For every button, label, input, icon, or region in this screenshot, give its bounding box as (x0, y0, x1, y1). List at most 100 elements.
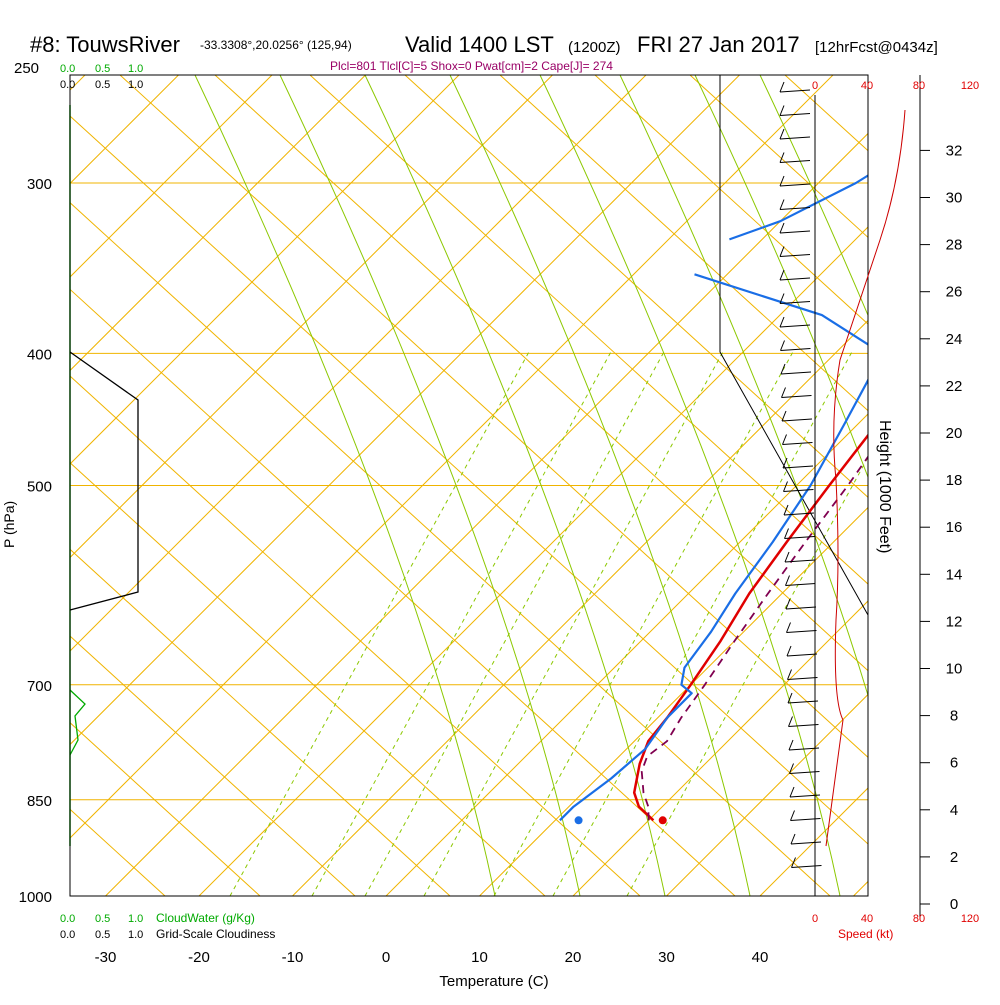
height-tick-label: 22 (946, 378, 963, 395)
speed-tick-top-3: 120 (961, 80, 979, 92)
y-tick-label: 1000 (19, 889, 52, 906)
station-coords: -33.3308°,20.0256° (125,94) (200, 38, 352, 52)
height-tick-label: 2 (950, 849, 958, 866)
wind-barb-flag (780, 317, 784, 327)
wind-barb-staff (781, 372, 811, 374)
x-axis-label: Temperature (C) (439, 973, 548, 990)
forecast-info: [12hrFcst@0434z] (815, 39, 938, 56)
height-tick-label: 14 (946, 566, 963, 583)
wind-barb-flag (780, 82, 784, 92)
isotherm-50 (854, 75, 1000, 896)
cloudiness-tick-bot-0: 0.0 (60, 929, 75, 941)
surface-dewpoint-marker (575, 816, 583, 824)
wind-barb-staff (792, 866, 822, 868)
wind-barb-flag (790, 764, 794, 774)
height-tick-label: 8 (950, 708, 958, 725)
wind-barb-flag (786, 599, 790, 609)
height-tick-label: 20 (946, 425, 963, 442)
wind-barb-flag (786, 576, 790, 586)
wind-barb-flag (789, 717, 793, 727)
cloudiness-label: Grid-Scale Cloudiness (156, 927, 275, 941)
height-tick-label: 16 (946, 519, 963, 536)
wind-barb-staff (782, 396, 812, 398)
height-tick-label: 26 (946, 284, 963, 301)
wind-barb-staff (780, 325, 810, 327)
wind-barb-staff (791, 819, 821, 821)
thermo-grid (0, 75, 1000, 896)
speed-label: Speed (kt) (838, 927, 893, 941)
wind-barb-flag (784, 482, 788, 492)
height-tick-label: 4 (950, 802, 958, 819)
speed-tick-bot-0: 0 (812, 913, 818, 925)
wind-barb-flag (787, 646, 791, 656)
wind-barb-flag (791, 811, 795, 821)
cloudwater-trace (70, 690, 85, 755)
y-tick-label: 850 (27, 793, 52, 810)
surface-temperature-marker (659, 816, 667, 824)
x-tick-label: -20 (188, 949, 210, 966)
wind-barb-flag (781, 364, 785, 374)
wind-barb-staff (787, 631, 817, 633)
profile-parcel (642, 382, 914, 820)
wind-barb-flag (780, 106, 784, 116)
x-tick-label: -10 (282, 949, 304, 966)
mixing-ratio-2 (365, 350, 665, 896)
x-tick-label: 30 (658, 949, 675, 966)
wind-barb-staff (780, 184, 810, 186)
cloudwater-tick-top-2: 1.0 (128, 63, 143, 75)
height-tick-label: 28 (946, 237, 963, 254)
y-tick-label: 500 (27, 479, 52, 496)
y-tick-label: 300 (27, 176, 52, 193)
wind-barb-flag (785, 529, 789, 539)
cloudwater-tick-bot-1: 0.5 (95, 913, 110, 925)
profile-dewpoint_upper (729, 103, 978, 240)
dry-adiabat-19 (975, 75, 1000, 896)
wind-barb-staff (786, 607, 816, 609)
wind-barb-flag (783, 435, 787, 445)
cloudwater-tick-top-0: 0.0 (60, 63, 75, 75)
wind-barb-staff (786, 584, 816, 586)
height-tick-label: 30 (946, 190, 963, 207)
wind-barb-staff (787, 654, 817, 656)
sounding-profiles (560, 103, 1000, 824)
mixing-ratio-0 (230, 350, 530, 896)
height-axis-label: Height (1000 Feet) (876, 420, 893, 553)
wind-barb-flag (780, 200, 784, 210)
height-tick-label: 18 (946, 472, 963, 489)
y-axis-label: P (hPa) (1, 501, 17, 548)
wind-barb-staff (780, 114, 810, 116)
height-tick-label: 6 (950, 755, 958, 772)
cloudiness-tick-bot-2: 1.0 (128, 929, 143, 941)
wind-barb-flag (780, 129, 784, 139)
wind-barb-flag (790, 787, 794, 797)
y-tick-top: 250 (14, 60, 39, 77)
x-tick-label: 40 (752, 949, 769, 966)
speed-tick-bot-1: 40 (861, 913, 873, 925)
wind-barb-flag (780, 223, 784, 233)
cloudiness-trace (70, 352, 138, 610)
height-tick-label: 0 (950, 896, 958, 913)
wind-barb-flag (785, 552, 789, 562)
wind-barb-staff (780, 278, 810, 280)
speed-tick-bot-2: 80 (913, 913, 925, 925)
cloudwater-tick-bot-0: 0.0 (60, 913, 75, 925)
zulu-time: (1200Z) (568, 39, 621, 56)
wind-barb-staff (782, 419, 812, 421)
speed-tick-top-2: 80 (913, 80, 925, 92)
wind-barb-staff (780, 90, 810, 92)
wind-barb-flag (787, 623, 791, 633)
wind-barb-flag (792, 858, 796, 868)
wind-barb-staff (781, 349, 811, 351)
height-tick-label: 12 (946, 613, 963, 630)
cloudwater-tick-bot-2: 1.0 (128, 913, 143, 925)
wind-barb-flag (782, 411, 786, 421)
wind-barb-staff (789, 725, 819, 727)
height-tick-label: 10 (946, 661, 963, 678)
cloudwater-label: CloudWater (g/Kg) (156, 911, 255, 925)
x-tick-label: -30 (95, 949, 117, 966)
mixing-ratio-3 (424, 350, 724, 896)
cloudiness-tick-top-2: 1.0 (128, 79, 143, 91)
